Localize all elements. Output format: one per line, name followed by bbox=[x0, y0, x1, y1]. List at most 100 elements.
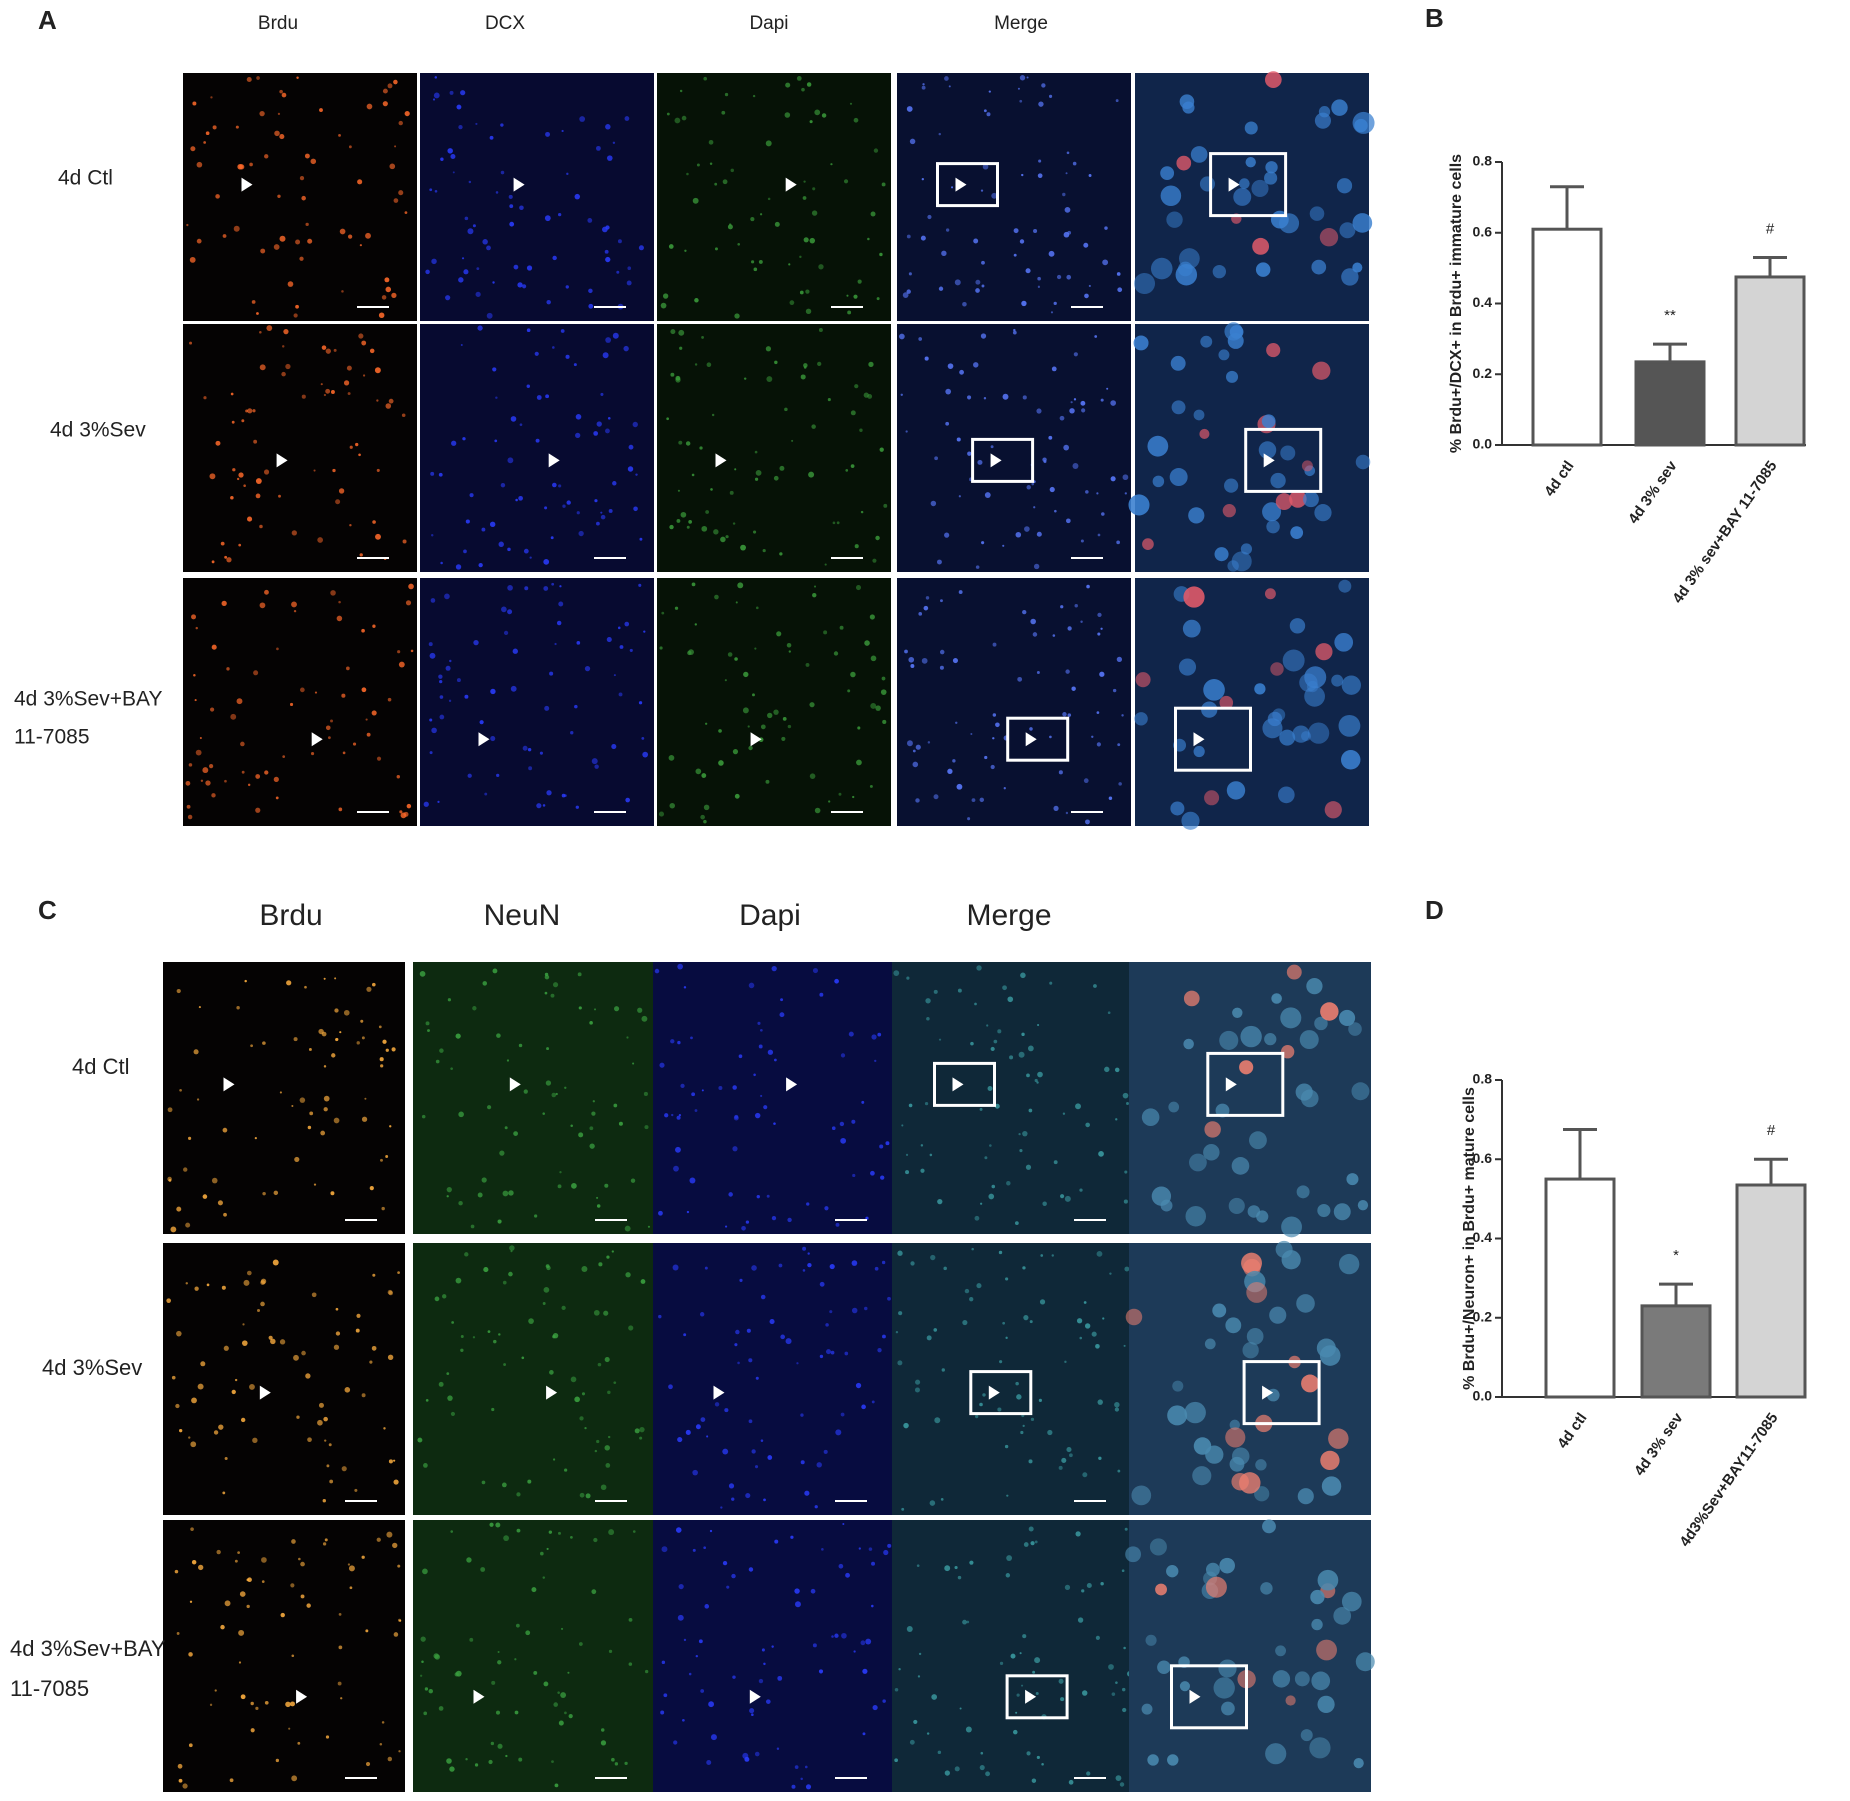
cell bbox=[230, 392, 234, 396]
cell bbox=[1145, 1634, 1157, 1646]
cell bbox=[1053, 1160, 1058, 1165]
cell bbox=[178, 1778, 183, 1783]
cell bbox=[397, 650, 401, 654]
cell bbox=[495, 396, 498, 399]
cell bbox=[969, 1560, 974, 1565]
cell bbox=[481, 1177, 487, 1183]
cell bbox=[238, 543, 242, 547]
cell bbox=[288, 1727, 291, 1730]
cell bbox=[799, 290, 804, 295]
cell bbox=[1029, 727, 1033, 731]
cell bbox=[762, 548, 766, 553]
cell bbox=[470, 1224, 475, 1229]
cell bbox=[594, 764, 599, 769]
cell bbox=[1059, 415, 1065, 421]
cell bbox=[491, 1680, 496, 1685]
cell bbox=[462, 437, 466, 441]
cell bbox=[899, 333, 905, 340]
cell bbox=[755, 469, 762, 476]
cell bbox=[761, 1648, 765, 1652]
cell bbox=[593, 1537, 598, 1543]
cell bbox=[501, 606, 507, 613]
cell bbox=[564, 1711, 567, 1715]
cell bbox=[839, 1121, 845, 1127]
cell bbox=[260, 248, 266, 254]
cell bbox=[751, 260, 755, 264]
cell bbox=[477, 325, 483, 331]
cell bbox=[1027, 1045, 1034, 1052]
cell bbox=[1041, 1763, 1044, 1766]
cell bbox=[230, 495, 234, 500]
cell bbox=[1280, 1007, 1302, 1029]
cell bbox=[1269, 1306, 1287, 1324]
row-label: 4d 3%Sev+BAY bbox=[14, 688, 162, 711]
cell bbox=[374, 367, 381, 374]
cell bbox=[851, 1119, 856, 1124]
cell bbox=[236, 1006, 240, 1010]
cell bbox=[1022, 609, 1027, 615]
cell bbox=[701, 525, 708, 532]
cell bbox=[388, 398, 394, 404]
cell bbox=[539, 751, 543, 755]
cell bbox=[397, 1271, 400, 1274]
cell bbox=[176, 1206, 182, 1212]
cell bbox=[882, 1334, 886, 1339]
cell bbox=[905, 1170, 910, 1175]
cell bbox=[856, 759, 862, 766]
cell bbox=[281, 371, 286, 377]
cell bbox=[908, 656, 915, 663]
cell bbox=[604, 1445, 610, 1451]
cell bbox=[947, 363, 954, 370]
cell bbox=[787, 1217, 792, 1223]
cell bbox=[542, 1302, 546, 1305]
cell bbox=[903, 1422, 909, 1429]
cell bbox=[776, 1747, 780, 1750]
cell bbox=[877, 1348, 882, 1353]
cell bbox=[973, 238, 979, 244]
cell bbox=[812, 187, 816, 191]
cell bbox=[1111, 1692, 1116, 1696]
cell bbox=[1122, 1707, 1127, 1713]
cell bbox=[546, 299, 551, 305]
cell bbox=[747, 725, 750, 728]
cell bbox=[387, 1354, 394, 1361]
cell bbox=[348, 1565, 355, 1572]
cell bbox=[544, 991, 548, 995]
cell bbox=[617, 239, 622, 244]
cell bbox=[339, 228, 346, 235]
cell bbox=[1304, 685, 1325, 707]
cell bbox=[1203, 1144, 1220, 1161]
cell bbox=[757, 1021, 761, 1025]
cell bbox=[686, 172, 689, 176]
cell bbox=[703, 804, 710, 811]
cell bbox=[674, 117, 681, 124]
cell bbox=[750, 216, 755, 222]
cell bbox=[774, 1539, 779, 1544]
cell bbox=[197, 1383, 204, 1390]
cell bbox=[1272, 1670, 1291, 1688]
cell bbox=[1245, 156, 1256, 168]
cell bbox=[673, 1740, 678, 1745]
cell bbox=[938, 132, 941, 136]
cell bbox=[825, 1349, 832, 1355]
cell bbox=[1080, 539, 1084, 543]
cell bbox=[930, 1254, 936, 1261]
cell bbox=[186, 223, 189, 227]
cell bbox=[250, 1701, 254, 1706]
cell bbox=[867, 237, 870, 241]
cell bbox=[404, 211, 408, 215]
cell bbox=[472, 1006, 477, 1011]
cell bbox=[885, 1141, 890, 1146]
cell bbox=[692, 197, 699, 204]
cell bbox=[941, 250, 947, 257]
micrograph bbox=[420, 578, 654, 826]
cell bbox=[255, 478, 262, 484]
cell bbox=[1106, 387, 1109, 390]
cell bbox=[706, 1760, 712, 1765]
cell bbox=[864, 1306, 868, 1311]
cell bbox=[1147, 1754, 1159, 1766]
arrowhead bbox=[955, 177, 967, 192]
cell bbox=[210, 96, 213, 99]
cell bbox=[503, 1363, 507, 1366]
cell bbox=[301, 195, 306, 201]
